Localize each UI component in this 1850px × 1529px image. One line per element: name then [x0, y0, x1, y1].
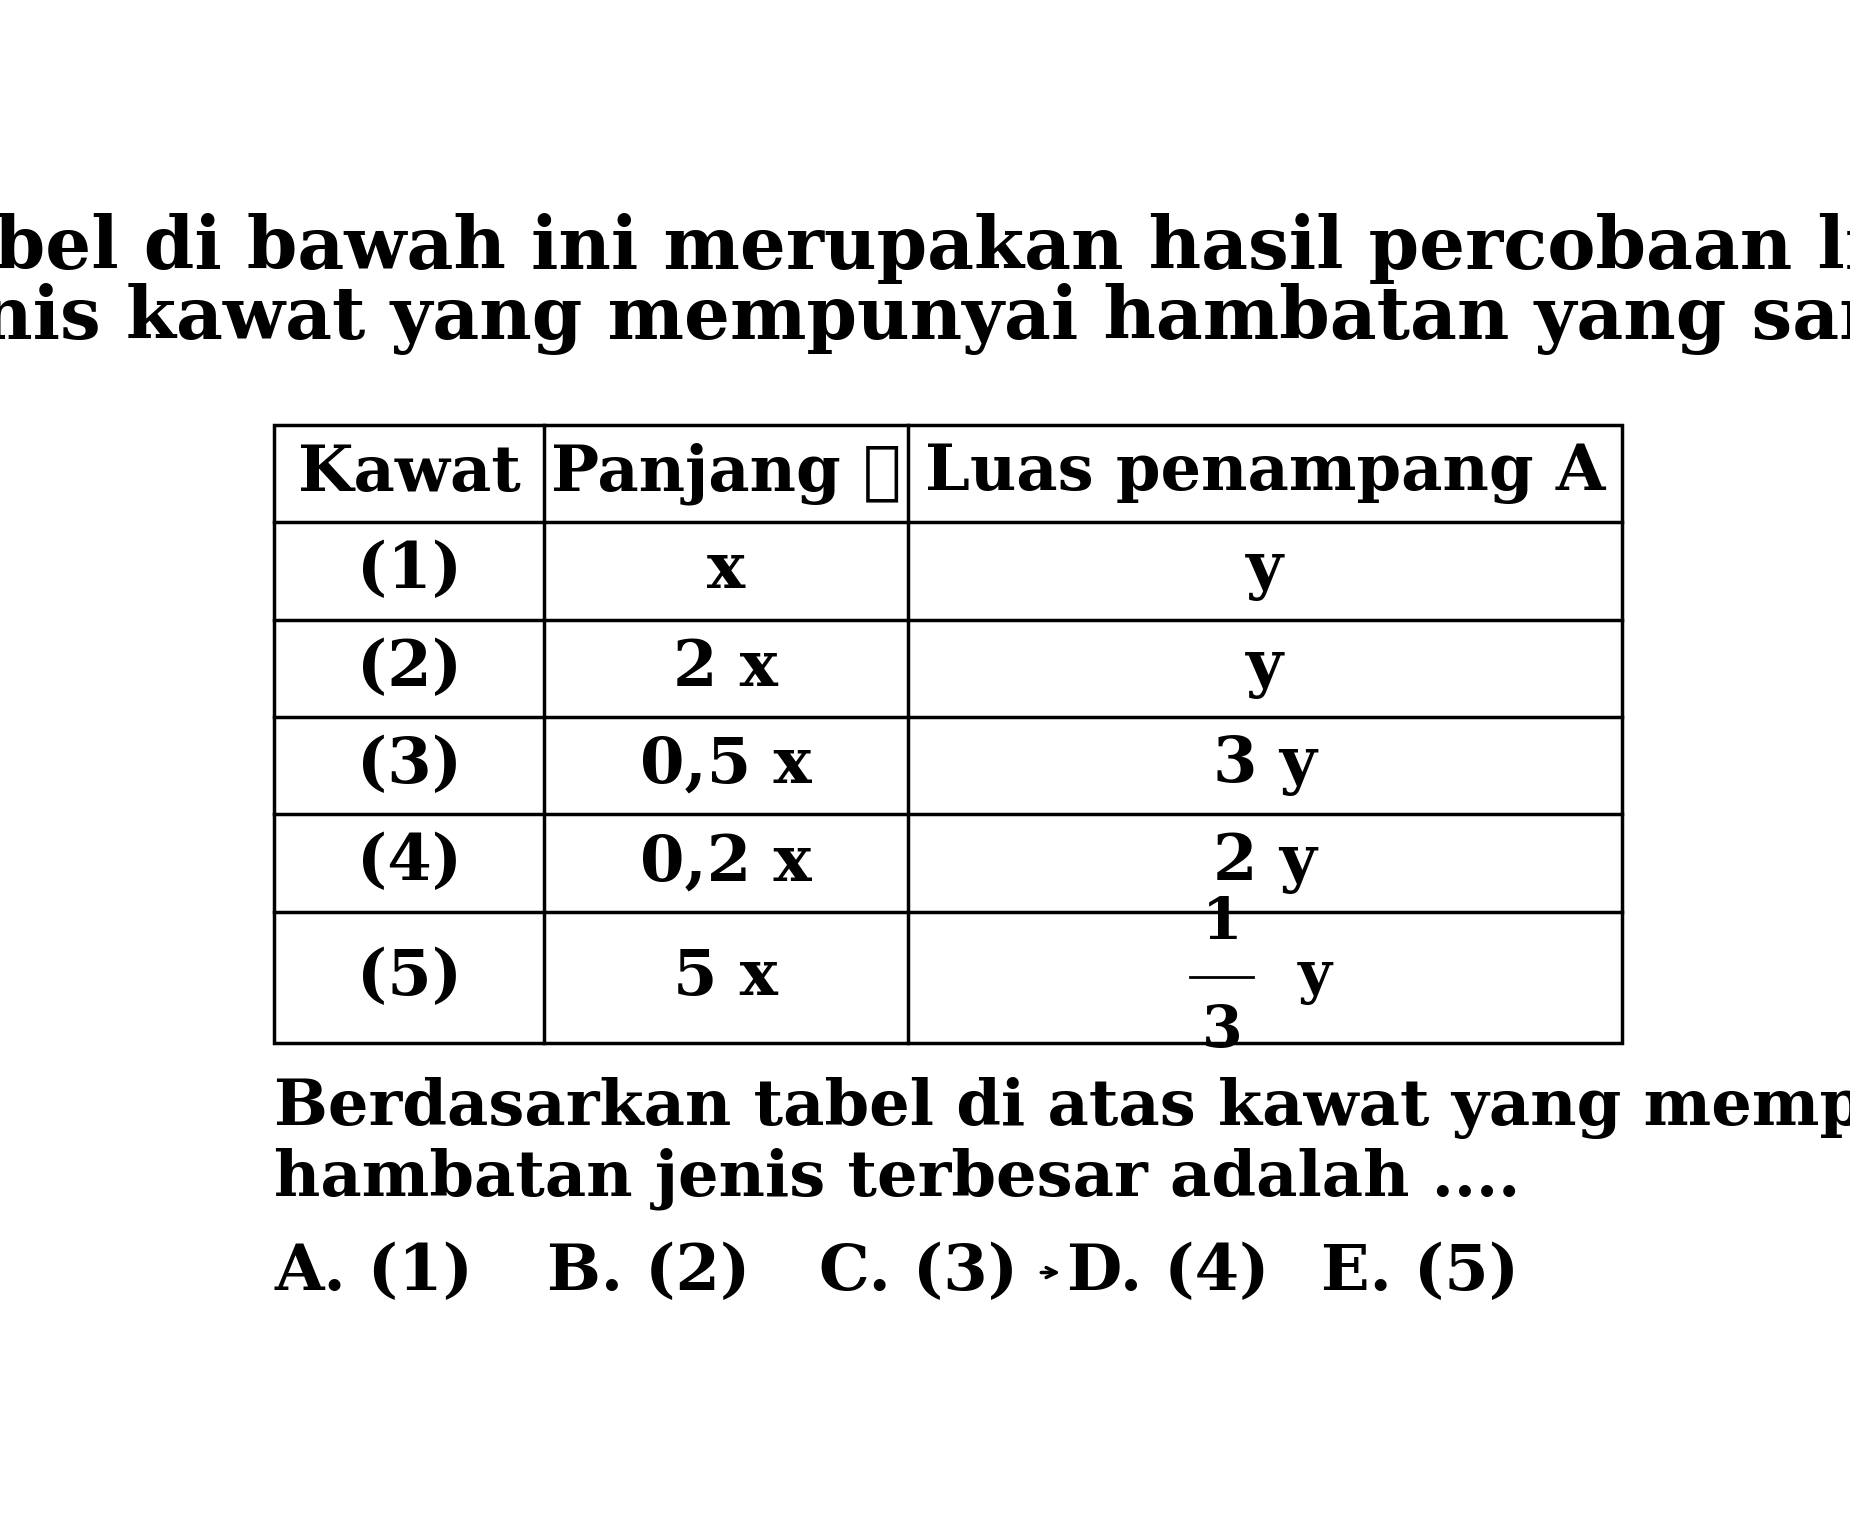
Text: y: y	[1247, 540, 1284, 601]
Text: jenis kawat yang mempunyai hambatan yang sama.: jenis kawat yang mempunyai hambatan yang…	[0, 283, 1850, 355]
Text: B. (2): B. (2)	[548, 1242, 749, 1303]
Text: hambatan jenis terbesar adalah ....: hambatan jenis terbesar adalah ....	[274, 1147, 1521, 1209]
Text: (1): (1)	[357, 540, 461, 601]
Text: Luas penampang A: Luas penampang A	[925, 443, 1606, 505]
Text: 1: 1	[1201, 896, 1241, 951]
Text: 2 y: 2 y	[1214, 832, 1317, 893]
Text: 2 x: 2 x	[673, 638, 779, 699]
Text: D. (4): D. (4)	[1067, 1242, 1269, 1303]
Bar	[274, 425, 1622, 1043]
Text: C. (3): C. (3)	[820, 1242, 1018, 1303]
Text: (2): (2)	[357, 638, 461, 699]
Text: Berdasarkan tabel di atas kawat yang mempunyai: Berdasarkan tabel di atas kawat yang mem…	[274, 1076, 1850, 1139]
Text: 0,2 x: 0,2 x	[640, 832, 812, 893]
Text: 3: 3	[1201, 1003, 1241, 1060]
Text: (4): (4)	[357, 832, 461, 893]
Text: A. (1): A. (1)	[274, 1242, 474, 1303]
Text: Tabel di bawah ini merupakan hasil percobaan lima: Tabel di bawah ini merupakan hasil perco…	[0, 213, 1850, 284]
Text: Kawat: Kawat	[298, 443, 520, 505]
Text: Panjang ℓ: Panjang ℓ	[551, 442, 901, 505]
Text: E. (5): E. (5)	[1321, 1242, 1519, 1303]
Text: 5 x: 5 x	[673, 946, 779, 1008]
Text: y: y	[1247, 638, 1284, 699]
Text: x: x	[707, 540, 746, 601]
Text: (3): (3)	[357, 735, 461, 797]
Text: 0,5 x: 0,5 x	[640, 735, 812, 797]
Text: (5): (5)	[357, 946, 461, 1008]
Text: y: y	[1299, 950, 1332, 1005]
Text: 3 y: 3 y	[1214, 735, 1317, 797]
